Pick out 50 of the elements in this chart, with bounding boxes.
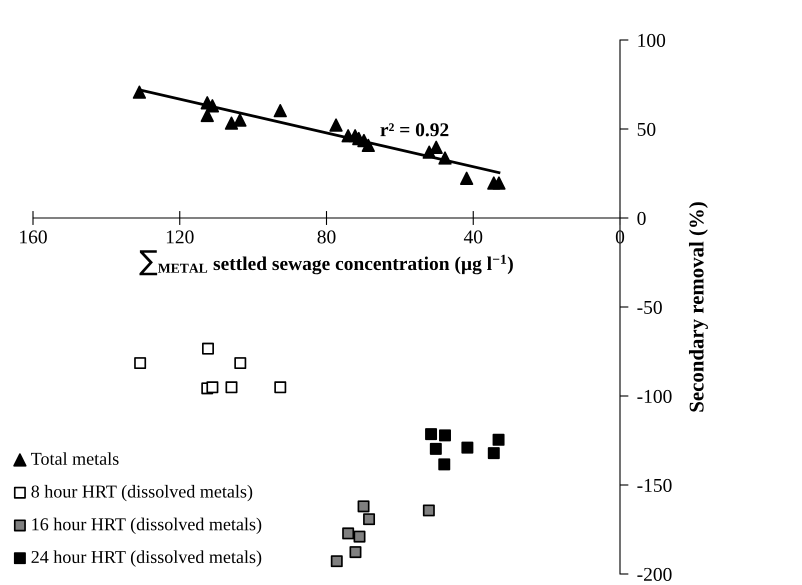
y-tick-label: -100: [637, 390, 672, 403]
point: [430, 442, 442, 455]
point: [206, 381, 218, 394]
point: [224, 116, 238, 130]
point: [134, 357, 146, 370]
point: [354, 530, 366, 543]
point: [492, 176, 506, 190]
point: [342, 527, 354, 540]
point: [492, 434, 505, 446]
point: [225, 381, 238, 394]
legend-label: 8 hour HRT (dissolved metals): [31, 484, 252, 502]
y-tick-label: 50: [638, 122, 656, 136]
x-tick-label: 40: [464, 230, 482, 244]
y-tick-label: 0: [637, 212, 646, 225]
point: [330, 555, 343, 568]
point: [202, 342, 214, 355]
point: [200, 108, 214, 122]
point: [350, 546, 362, 558]
point: [274, 381, 286, 394]
point: [422, 504, 435, 516]
y-axis-title: Secondary removal (%): [688, 202, 708, 412]
annotation: r² = 0.92: [380, 123, 448, 136]
point: [234, 357, 246, 370]
point: [425, 428, 438, 440]
point: [438, 151, 452, 165]
point: [206, 99, 220, 113]
point: [362, 138, 375, 152]
point: [329, 118, 343, 132]
y-tick-label: -150: [637, 478, 672, 492]
y-tick-label: -50: [637, 300, 662, 314]
legend-label: 24 hour HRT (dissolved metals): [32, 550, 262, 567]
point: [132, 86, 146, 99]
point: [439, 429, 451, 442]
x-tick-label: 80: [318, 230, 336, 244]
point: [363, 513, 376, 526]
x-tick-label: 160: [20, 230, 47, 244]
legend-label: Total metals: [31, 452, 119, 465]
point: [430, 140, 443, 154]
x-axis-title: ∑$_{METAL}$ settled sewage concentration (µg l$^{−1}$): [139, 250, 513, 276]
y-tick-label: 100: [638, 34, 666, 47]
y-tick-label: -200: [637, 568, 672, 581]
point: [438, 458, 450, 470]
x-tick-label: 120: [166, 230, 194, 244]
point: [488, 447, 500, 460]
point: [233, 113, 247, 127]
legend-label: 16 hour HRT (dissolved metals): [32, 518, 262, 534]
point: [274, 104, 287, 118]
point: [358, 500, 370, 512]
point: [460, 172, 474, 185]
point: [461, 442, 474, 454]
